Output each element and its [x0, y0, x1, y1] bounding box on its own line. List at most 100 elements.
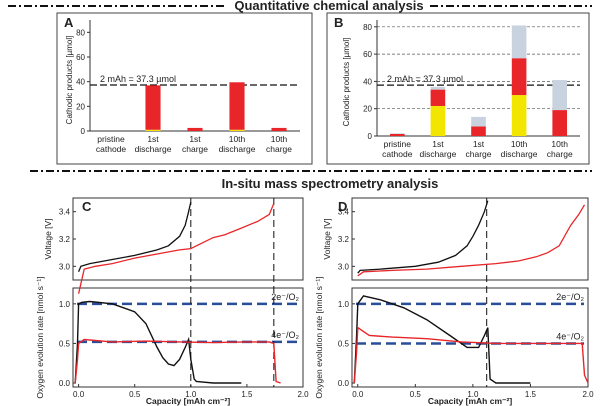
panel-a-letter-bg	[59, 16, 75, 31]
panel-d-voltage-frame	[351, 197, 589, 281]
bottom-title: In-situ mass spectrometry analysis	[222, 176, 439, 191]
panel-d-voltage-ytick-label: 3.2	[338, 235, 350, 244]
panel-d-xtick-label: 1.5	[525, 390, 537, 399]
panel-a-ytick-label: 0	[81, 127, 86, 136]
panel-b-ytick-label: 20	[363, 105, 372, 114]
panel-a-bar-segment	[145, 129, 161, 131]
panel-b-category-label: pristine	[384, 139, 412, 149]
panel-d-o2-ylabel: Oxygen evolution rate [nmol s⁻¹]	[314, 276, 324, 398]
panel-a-bar-segment	[229, 82, 245, 130]
panel-a-letter: A	[64, 15, 74, 30]
panel-d-o2-series	[353, 295, 531, 384]
panel-b-bar-segment	[511, 58, 527, 96]
panel-a-category-label: discharge	[219, 144, 256, 154]
panel-b-category-label: 1st	[473, 139, 485, 149]
panel-b-ytick-label: 40	[363, 77, 372, 86]
panel-b-bar-segment	[430, 105, 446, 136]
panel-b-bar-segment	[389, 133, 405, 136]
panel-a-category-label: charge	[266, 144, 292, 154]
panel-b-category-label: cathode	[382, 149, 413, 159]
panel-a-frame	[56, 12, 313, 165]
panel-c-xtick-label: 0.0	[73, 390, 85, 399]
panel-b-bar-segment	[430, 86, 446, 90]
panel-c-reference-label: 2e⁻/O₂	[271, 292, 299, 302]
panel-b-ylabel: Cathodic products [µmol]	[342, 38, 351, 127]
panel-a-category-label: pristine	[97, 134, 125, 144]
panel-a-ytick-label: 40	[76, 78, 85, 87]
panel-d-voltage-series	[357, 204, 586, 277]
panel-b-category-label: charge	[547, 149, 573, 159]
panel-a-bar-segment	[145, 85, 161, 130]
panel-b-bar-segment	[471, 126, 486, 136]
panel-c-voltage-ylabel: Voltage [V]	[43, 218, 53, 259]
panel-c-o2-ytick-label: 0.5	[59, 339, 71, 348]
panel-d-o2-series	[353, 326, 589, 384]
panel-b-ytick-label: 80	[363, 23, 372, 32]
panel-a-ylabel: Cathodic products [µmol]	[65, 36, 74, 125]
panel-b-letter: B	[334, 15, 343, 30]
panel-d-xlabel: Capacity [mAh cm⁻²]	[428, 396, 512, 406]
panel-d-reference-label: 2e⁻/O₂	[556, 292, 584, 302]
panel-b-category-label: 10th	[551, 139, 568, 149]
panel-c-xtick-label: 2.0	[297, 390, 309, 399]
panel-a-reference-label: 2 mAh = 37.3 µmol	[100, 74, 176, 84]
panel-a-bar-segment	[187, 127, 203, 131]
panel-c-xtick-label: 0.5	[129, 390, 141, 399]
panel-d-o2-ytick-label: 0.5	[338, 339, 350, 348]
panel-b-ytick-label: 60	[363, 50, 372, 59]
panel-d-o2-frame	[351, 287, 589, 388]
panel-c-voltage-series	[77, 203, 275, 294]
panel-a-category-label: 1st	[189, 134, 201, 144]
panel-b-bar-segment	[471, 116, 486, 127]
panel-c-o2-series	[74, 338, 281, 384]
panel-a-ytick-label: 60	[76, 53, 85, 62]
panel-b-category-label: 1st	[432, 139, 444, 149]
panel-b-bar-segment	[552, 80, 568, 111]
panel-a-category-label: 10th	[229, 134, 246, 144]
panel-a-ytick-label: 20	[76, 102, 85, 111]
panel-d-voltage-ytick-label: 3.4	[338, 208, 350, 217]
panel-c-letter: C	[82, 199, 92, 214]
panel-c-voltage-frame	[72, 197, 304, 281]
panel-b-ytick-label: 0	[368, 132, 373, 141]
panel-b-bar-segment	[430, 89, 446, 106]
panel-b-category-label: discharge	[501, 149, 538, 159]
panel-a-category-label: charge	[182, 144, 208, 154]
panel-b-category-label: charge	[466, 149, 492, 159]
panel-b-bar-segment	[511, 25, 527, 59]
panel-c-xtick-label: 1.5	[241, 390, 253, 399]
panel-a-bar-segment	[271, 127, 287, 131]
panel-d-xtick-label: 2.0	[582, 390, 594, 399]
panel-c-voltage-ytick-label: 3.2	[59, 235, 71, 244]
panel-d-xtick-label: 0.0	[352, 390, 364, 399]
panel-d-reference-label: 4e⁻/O₂	[556, 331, 584, 341]
panel-d-voltage-ytick-label: 3.0	[338, 262, 350, 271]
panel-c-voltage-series	[78, 201, 192, 273]
panel-c-o2-frame	[72, 287, 304, 388]
panel-c-o2-ylabel: Oxygen evolution rate [nmol s⁻¹]	[35, 276, 45, 398]
panel-d-voltage-series	[357, 200, 489, 274]
panel-c-o2-ytick-label: 0.0	[59, 379, 71, 388]
panel-b-category-label: 10th	[511, 139, 528, 149]
panel-d-o2-ytick-label: 0.0	[338, 379, 350, 388]
panel-b-bar-segment	[511, 95, 527, 136]
panel-c-voltage-ytick-label: 3.0	[59, 262, 71, 271]
top-title: Quantitative chemical analysis	[234, 0, 423, 13]
panel-a-bar-segment	[229, 129, 245, 131]
panel-d-voltage-ylabel: Voltage [V]	[322, 218, 332, 259]
panel-a-category-label: discharge	[135, 144, 172, 154]
panel-b-reference-label: 2 mAh = 37.3 µmol	[387, 74, 463, 84]
panel-b-letter-bg	[329, 16, 345, 31]
panel-b-bar-segment	[389, 133, 405, 134]
panel-d-o2-ytick-label: 1.0	[338, 300, 350, 309]
panel-d-xtick-label: 0.5	[410, 390, 422, 399]
panel-c-o2-ytick-label: 1.0	[59, 300, 71, 309]
bottom-title-bg	[210, 175, 450, 191]
panel-c-xlabel: Capacity [mAh cm⁻²]	[146, 396, 230, 406]
panel-a-category-label: cathode	[96, 144, 127, 154]
panel-a-category-label: 10th	[271, 134, 288, 144]
panel-b-category-label: discharge	[419, 149, 456, 159]
panel-a-ytick-label: 80	[76, 28, 85, 37]
panel-a-category-label: 1st	[147, 134, 159, 144]
